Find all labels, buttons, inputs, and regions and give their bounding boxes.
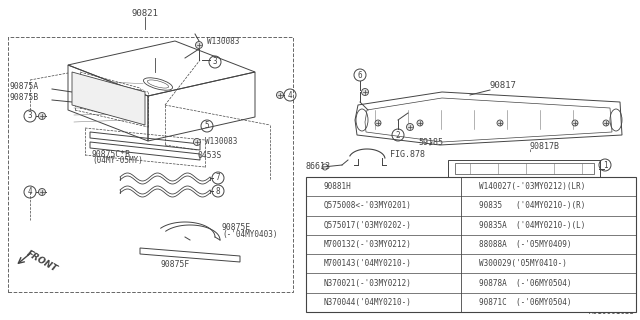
Circle shape — [586, 178, 591, 182]
Text: 4: 4 — [288, 91, 292, 100]
Circle shape — [276, 92, 284, 99]
Text: W300029('05MY0410-): W300029('05MY0410-) — [479, 259, 567, 268]
Circle shape — [488, 178, 493, 182]
Text: 4: 4 — [314, 280, 318, 286]
Text: W130083: W130083 — [205, 138, 237, 147]
Text: W130083: W130083 — [207, 37, 239, 46]
Text: N370044('04MY0210-): N370044('04MY0210-) — [324, 298, 412, 307]
Text: 90817B: 90817B — [530, 142, 560, 151]
Text: 8: 8 — [469, 299, 473, 305]
Text: 7: 7 — [469, 280, 473, 286]
Text: A910001035: A910001035 — [589, 307, 635, 316]
Text: 90875F: 90875F — [161, 260, 189, 269]
Text: 90875C*B: 90875C*B — [92, 150, 131, 159]
Text: 3: 3 — [314, 242, 318, 247]
Text: 2: 2 — [314, 203, 318, 209]
Circle shape — [572, 120, 578, 126]
Circle shape — [603, 120, 609, 126]
Text: (04MY-05MY): (04MY-05MY) — [92, 156, 143, 165]
Text: W140027(-'03MY0212)(LR): W140027(-'03MY0212)(LR) — [479, 182, 586, 191]
Text: 3: 3 — [212, 58, 218, 67]
Text: 90821: 90821 — [132, 9, 159, 18]
Text: 5: 5 — [469, 203, 473, 209]
Text: 90875A: 90875A — [10, 82, 39, 91]
Text: 0453S: 0453S — [197, 151, 221, 160]
Circle shape — [38, 113, 45, 119]
Text: 3: 3 — [28, 111, 32, 121]
Text: FRONT: FRONT — [25, 249, 59, 274]
Text: 86613: 86613 — [306, 162, 331, 171]
Text: 6: 6 — [469, 242, 473, 247]
Text: 90875B: 90875B — [10, 93, 39, 102]
Text: 8: 8 — [216, 187, 220, 196]
Circle shape — [375, 120, 381, 126]
Text: (-'04MY0403): (-'04MY0403) — [222, 230, 278, 239]
Text: 90835A  ('04MY0210-)(L): 90835A ('04MY0210-)(L) — [479, 221, 586, 230]
Circle shape — [362, 89, 369, 95]
Text: 2: 2 — [396, 131, 400, 140]
Text: 1: 1 — [314, 184, 318, 190]
Bar — [306, 177, 636, 312]
Circle shape — [547, 178, 552, 182]
Text: 90875E: 90875E — [222, 223, 252, 232]
Text: 88088A  (-'05MY0409): 88088A (-'05MY0409) — [479, 240, 572, 249]
Circle shape — [497, 120, 503, 126]
Text: 1: 1 — [603, 161, 607, 170]
Text: 5: 5 — [205, 122, 209, 131]
Polygon shape — [72, 72, 145, 125]
Text: M700132(-'03MY0212): M700132(-'03MY0212) — [324, 240, 412, 249]
Text: 90881H: 90881H — [324, 182, 352, 191]
Circle shape — [406, 124, 413, 131]
Text: Q575017('03MY0202-): Q575017('03MY0202-) — [324, 221, 412, 230]
Circle shape — [458, 178, 463, 182]
Text: 90817: 90817 — [490, 81, 517, 90]
Text: 59185: 59185 — [418, 138, 443, 147]
Text: N370021(-'03MY0212): N370021(-'03MY0212) — [324, 279, 412, 288]
Text: FIG.878: FIG.878 — [390, 150, 425, 159]
Text: 4: 4 — [28, 188, 32, 196]
Text: M700143('04MY0210-): M700143('04MY0210-) — [324, 259, 412, 268]
Circle shape — [417, 120, 423, 126]
Text: 90878A  (-'06MY0504): 90878A (-'06MY0504) — [479, 279, 572, 288]
Circle shape — [195, 42, 202, 49]
Text: Q575008<-'03MY0201): Q575008<-'03MY0201) — [324, 201, 412, 211]
Text: 7: 7 — [216, 173, 220, 182]
Text: 90835   ('04MY0210-)(R): 90835 ('04MY0210-)(R) — [479, 201, 586, 211]
Text: 6: 6 — [358, 70, 362, 79]
Bar — [8, 37, 293, 292]
Circle shape — [38, 188, 45, 196]
Circle shape — [193, 139, 200, 146]
Text: 90871C  (-'06MY0504): 90871C (-'06MY0504) — [479, 298, 572, 307]
